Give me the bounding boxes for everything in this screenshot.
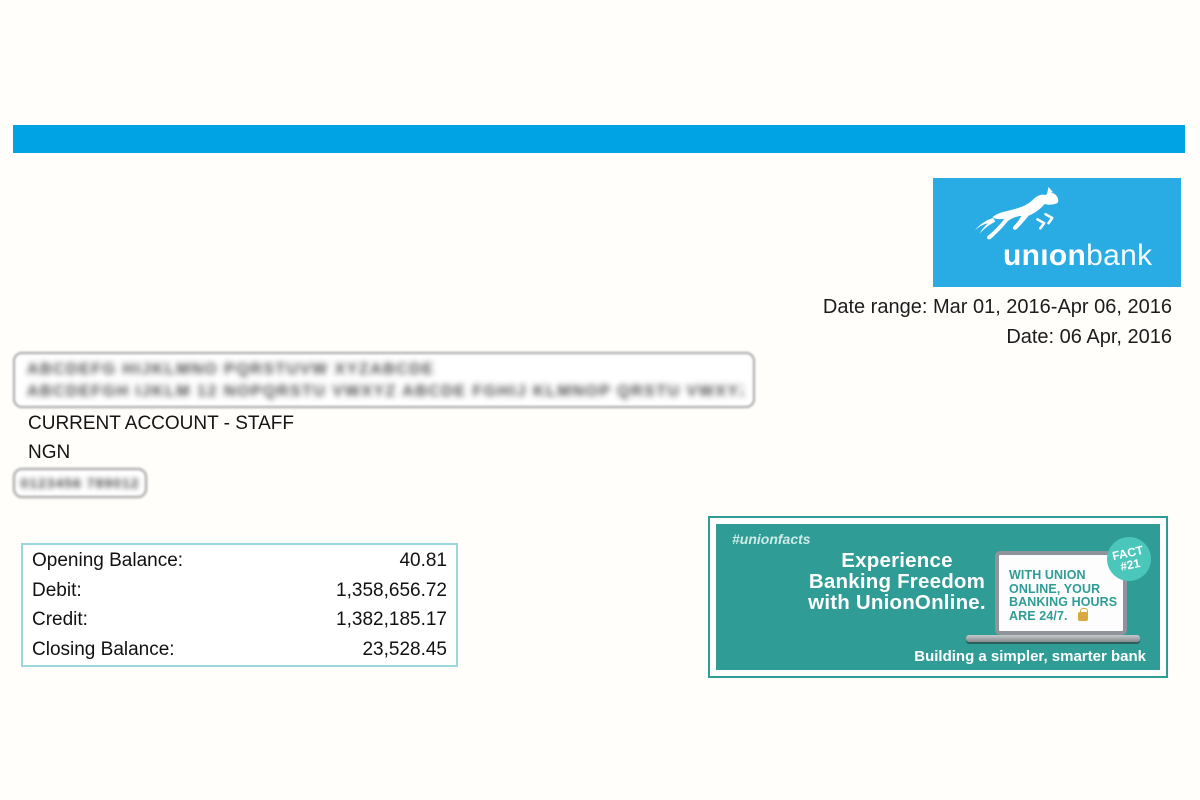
date-block: Date range: Mar 01, 2016-Apr 06, 2016 Da…	[823, 292, 1172, 352]
table-row: Opening Balance: 40.81	[23, 546, 456, 576]
horse-tail	[974, 217, 996, 234]
horse-body	[987, 192, 1059, 240]
ad-inner-panel: #unionfacts Experience Banking Freedom w…	[716, 524, 1160, 670]
date-range-text: Date range: Mar 01, 2016-Apr 06, 2016	[822, 296, 1172, 318]
table-row: Credit: 1,382,185.17	[23, 605, 456, 635]
row-value: 1,358,656.72	[336, 579, 447, 601]
currency-label: NGN	[28, 442, 71, 463]
row-label: Closing Balance:	[32, 638, 175, 660]
row-label: Credit:	[32, 609, 88, 630]
row-value: 40.81	[399, 550, 447, 571]
redacted-name-line: ABCDEFG HIJKLMNO PQRSTUVW XYZABCDE	[27, 361, 435, 378]
table-row: Closing Balance: 23,528.45	[23, 635, 456, 665]
unionbank-wordmark: unıonbank	[1003, 239, 1152, 273]
row-value: 1,382,185.17	[336, 609, 447, 630]
wordmark-union: unıon	[1003, 239, 1087, 272]
horse-ear	[1047, 186, 1053, 194]
ad-tagline: Building a simpler, smarter bank	[914, 648, 1146, 665]
horse-foreleg-2	[1044, 212, 1054, 225]
wordmark-bank: bank	[1086, 239, 1153, 272]
jumping-horse-icon	[974, 186, 1059, 240]
redacted-address-box: ABCDEFG HIJKLMNO PQRSTUVW XYZABCDE ABCDE…	[13, 352, 755, 408]
row-value: 23,528.45	[362, 638, 447, 660]
balance-summary-table: Opening Balance: 40.81 Debit: 1,358,656.…	[21, 543, 458, 667]
redacted-account-number: 0123456 789012	[13, 468, 147, 498]
padlock-icon	[1077, 607, 1088, 621]
account-type-label: CURRENT ACCOUNT - STAFF	[28, 413, 295, 434]
laptop-illustration: WITH UNION ONLINE, YOUR BANKING HOURS AR…	[995, 551, 1127, 635]
ad-hashtag: #unionfacts	[732, 531, 811, 547]
laptop-base	[966, 635, 1140, 642]
row-label: Debit:	[32, 579, 82, 601]
statement-date-text: Date: 06 Apr, 2016	[1006, 326, 1172, 348]
table-row: Debit: 1,358,656.72	[23, 576, 456, 606]
horse-foreleg-1	[1036, 218, 1046, 230]
unionbank-logo: unıonbank	[933, 178, 1181, 287]
unionfacts-ad-banner: #unionfacts Experience Banking Freedom w…	[708, 516, 1168, 678]
ad-headline: Experience Banking Freedom with UnionOnl…	[808, 549, 986, 614]
row-label: Opening Balance:	[32, 550, 184, 571]
laptop-screen-text: WITH UNION ONLINE, YOUR BANKING HOURS AR…	[1009, 568, 1118, 623]
redacted-address-line: ABCDEFGH IJKLM 12 NOPQRSTU VWXYZ ABCDE F…	[27, 383, 743, 400]
top-accent-bar	[13, 125, 1185, 153]
